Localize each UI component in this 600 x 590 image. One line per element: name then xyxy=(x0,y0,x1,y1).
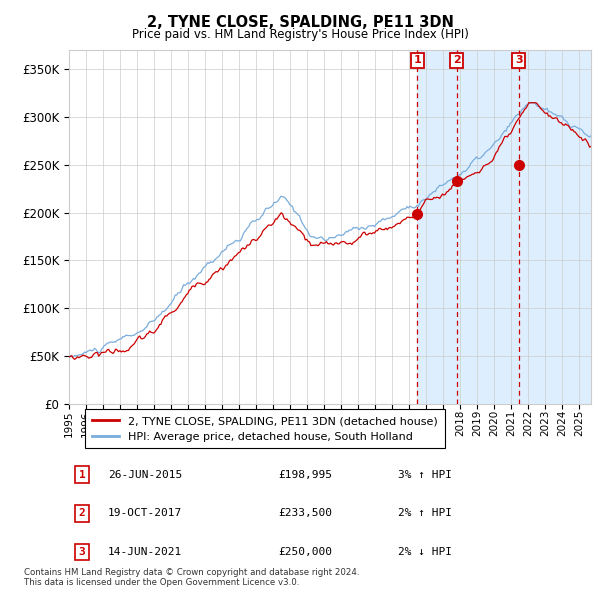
Text: 19-OCT-2017: 19-OCT-2017 xyxy=(108,509,182,519)
Text: This data is licensed under the Open Government Licence v3.0.: This data is licensed under the Open Gov… xyxy=(24,578,299,587)
Text: £233,500: £233,500 xyxy=(278,509,332,519)
Legend: 2, TYNE CLOSE, SPALDING, PE11 3DN (detached house), HPI: Average price, detached: 2, TYNE CLOSE, SPALDING, PE11 3DN (detac… xyxy=(85,409,445,448)
Text: Price paid vs. HM Land Registry's House Price Index (HPI): Price paid vs. HM Land Registry's House … xyxy=(131,28,469,41)
Text: 1: 1 xyxy=(79,470,85,480)
Bar xyxy=(418,50,457,404)
Text: 2% ↓ HPI: 2% ↓ HPI xyxy=(398,547,452,557)
Text: 2, TYNE CLOSE, SPALDING, PE11 3DN: 2, TYNE CLOSE, SPALDING, PE11 3DN xyxy=(146,15,454,30)
Text: 26-JUN-2015: 26-JUN-2015 xyxy=(108,470,182,480)
Text: 3: 3 xyxy=(515,55,523,65)
Text: £250,000: £250,000 xyxy=(278,547,332,557)
Text: 14-JUN-2021: 14-JUN-2021 xyxy=(108,547,182,557)
Text: 1: 1 xyxy=(413,55,421,65)
Text: 3: 3 xyxy=(79,547,85,557)
Text: 3% ↑ HPI: 3% ↑ HPI xyxy=(398,470,452,480)
Text: 2: 2 xyxy=(79,509,85,519)
Text: 2% ↑ HPI: 2% ↑ HPI xyxy=(398,509,452,519)
Text: £198,995: £198,995 xyxy=(278,470,332,480)
Bar xyxy=(518,50,591,404)
Text: 2: 2 xyxy=(453,55,461,65)
Text: Contains HM Land Registry data © Crown copyright and database right 2024.: Contains HM Land Registry data © Crown c… xyxy=(24,568,359,577)
Bar xyxy=(457,50,518,404)
